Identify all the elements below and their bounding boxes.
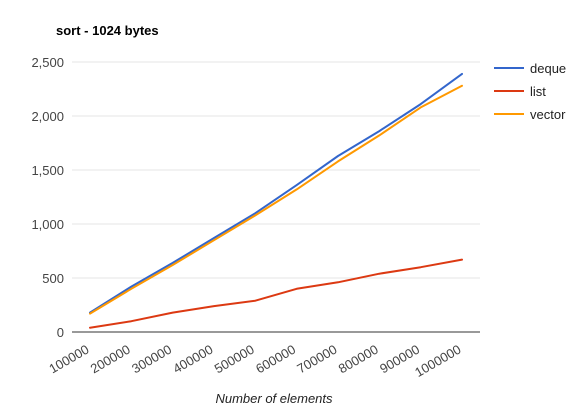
- x-tick-label: 200000: [88, 342, 133, 377]
- y-tick-label: 2,500: [31, 55, 64, 70]
- series-line-vector: [89, 84, 463, 315]
- x-axis: 1000002000003000004000005000006000007000…: [46, 342, 463, 380]
- x-tick-label: 100000: [46, 342, 91, 377]
- y-axis: 0 500 1,000 1,500 2,000 2,500: [31, 55, 480, 340]
- y-tick-label: 0: [57, 325, 64, 340]
- x-axis-title: Number of elements: [215, 391, 333, 406]
- series-line-deque: [89, 72, 463, 314]
- legend: deque list vector: [494, 61, 566, 122]
- legend-label-list: list: [530, 84, 546, 99]
- x-tick-label: 600000: [253, 342, 298, 377]
- legend-label-deque: deque: [530, 61, 566, 76]
- y-tick-label: 500: [42, 271, 64, 286]
- x-tick-label: 300000: [129, 342, 174, 377]
- legend-label-vector: vector: [530, 107, 566, 122]
- x-tick-label: 700000: [294, 342, 339, 377]
- x-tick-label: 500000: [212, 342, 257, 377]
- y-tick-label: 1,000: [31, 217, 64, 232]
- chart-title: sort - 1024 bytes: [56, 23, 159, 38]
- x-tick-label: 400000: [170, 342, 215, 377]
- x-tick-label: 800000: [336, 342, 381, 377]
- y-tick-label: 2,000: [31, 109, 64, 124]
- gridlines: [72, 61, 480, 279]
- x-tick-label: 1000000: [412, 342, 463, 380]
- series-line-list: [89, 258, 463, 329]
- series-lines: [89, 72, 463, 329]
- y-tick-label: 1,500: [31, 163, 64, 178]
